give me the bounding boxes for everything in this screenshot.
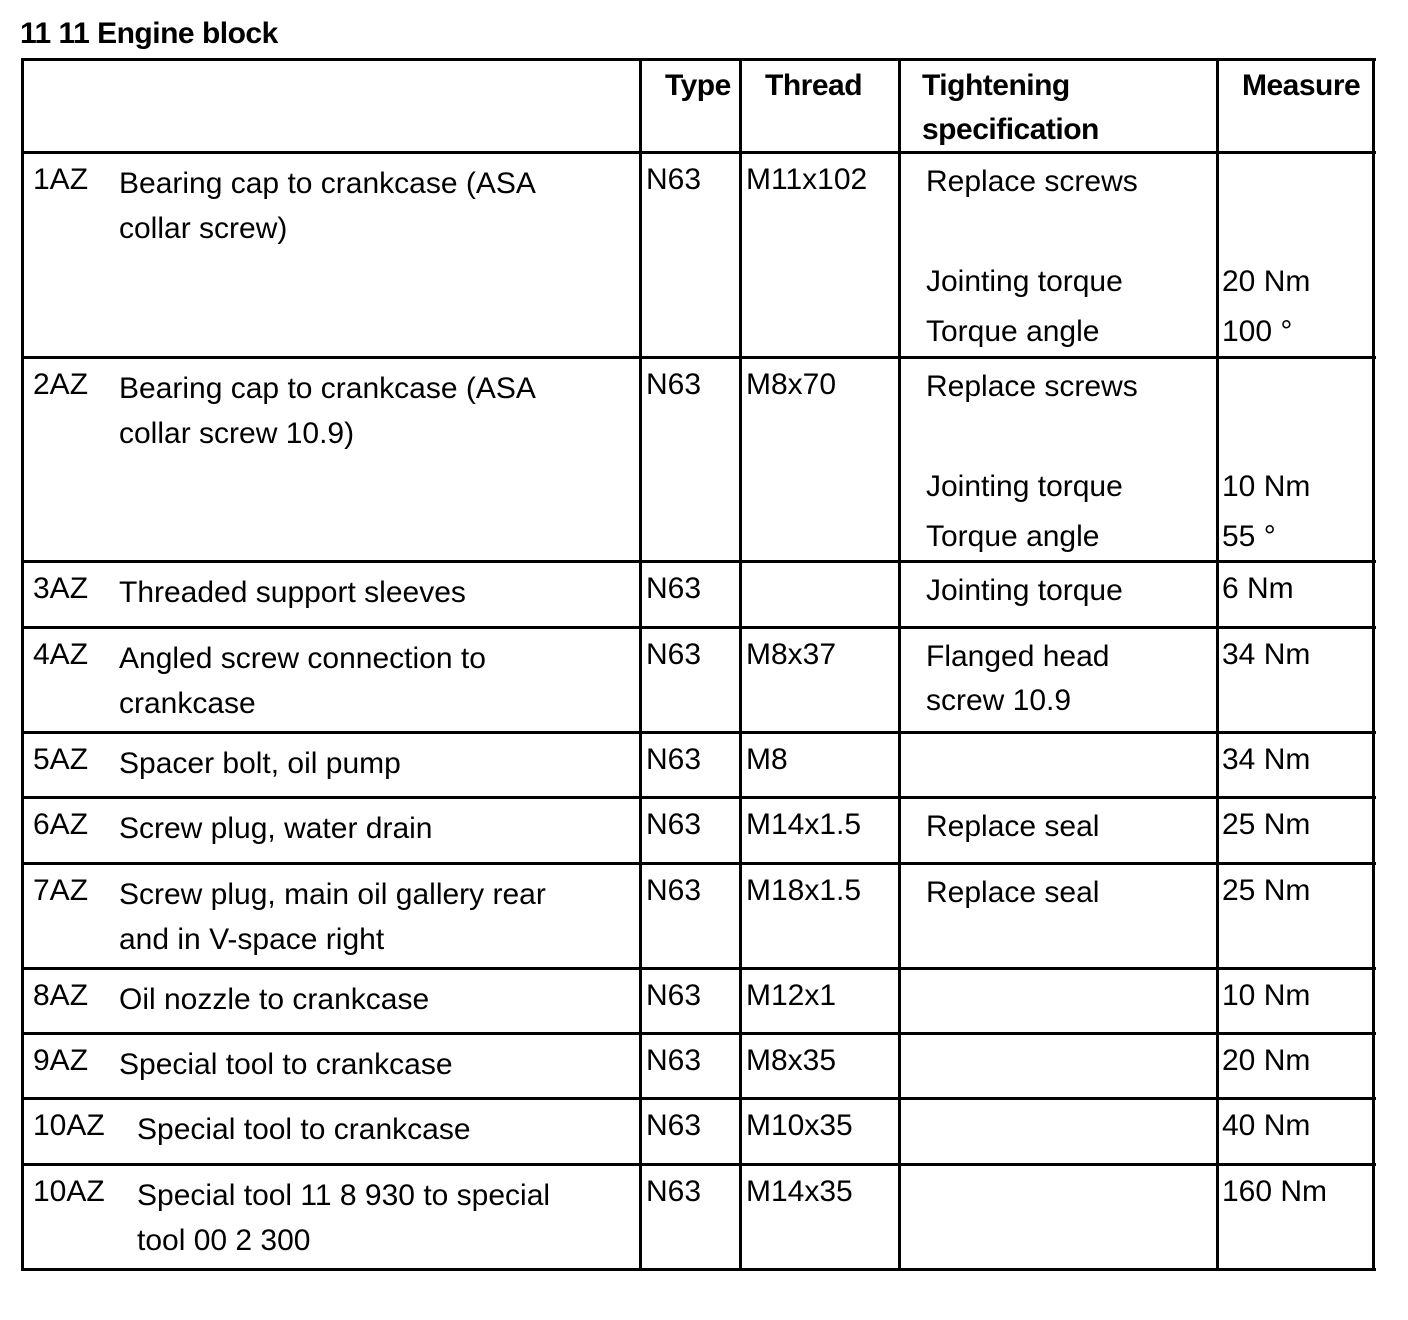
row-tightening-spec: Jointing torque	[926, 470, 1123, 503]
row-id: 10AZ	[33, 1175, 105, 1208]
row-description: Screw plug, water drain	[119, 812, 433, 845]
row-measure: 34 Nm	[1222, 638, 1311, 671]
row-id: 2AZ	[33, 368, 89, 401]
row-description: Oil nozzle to crankcase	[119, 983, 430, 1016]
row-description: Bearing cap to crankcase (ASA	[119, 167, 536, 200]
row-type: N63	[646, 874, 702, 907]
row-measure: 20 Nm	[1222, 265, 1311, 298]
row-type: N63	[646, 638, 702, 671]
row-measure: 10 Nm	[1222, 979, 1311, 1012]
row-id: 9AZ	[33, 1044, 89, 1077]
header-spec-line2: specification	[922, 113, 1099, 146]
header-type: Type	[665, 69, 731, 102]
page-title: 11 11 Engine block	[20, 17, 278, 50]
row-id: 1AZ	[33, 163, 89, 196]
row-measure: 6 Nm	[1222, 572, 1294, 605]
row-divider	[21, 151, 1376, 154]
row-thread: M8x70	[746, 368, 837, 401]
row-description: and in V-space right	[119, 923, 385, 956]
row-measure: 20 Nm	[1222, 1044, 1311, 1077]
row-measure: 10 Nm	[1222, 470, 1311, 503]
row-description: Special tool to crankcase	[119, 1048, 453, 1081]
row-thread: M8x35	[746, 1044, 837, 1077]
row-measure: 160 Nm	[1222, 1175, 1328, 1208]
row-description: Screw plug, main oil gallery rear	[119, 878, 546, 911]
row-description: collar screw 10.9)	[119, 417, 355, 450]
row-measure: 25 Nm	[1222, 808, 1311, 841]
row-divider	[21, 1268, 1376, 1271]
row-thread: M18x1.5	[746, 874, 862, 907]
row-thread: M8x37	[746, 638, 837, 671]
row-divider	[21, 356, 1376, 359]
row-thread: M10x35	[746, 1109, 853, 1142]
row-tightening-spec: screw 10.9	[926, 684, 1072, 717]
row-id: 6AZ	[33, 808, 89, 841]
row-divider	[21, 1163, 1376, 1166]
row-divider	[21, 1032, 1376, 1035]
row-measure: 34 Nm	[1222, 743, 1311, 776]
column-divider	[639, 58, 642, 1271]
row-description: Threaded support sleeves	[119, 576, 466, 609]
row-id: 4AZ	[33, 638, 89, 671]
row-type: N63	[646, 572, 702, 605]
row-divider	[21, 862, 1376, 865]
row-measure: 100 °	[1222, 315, 1293, 348]
row-divider	[21, 58, 1376, 61]
row-divider	[21, 1097, 1376, 1100]
column-divider	[1216, 58, 1219, 1271]
row-tightening-spec: Jointing torque	[926, 265, 1123, 298]
row-measure: 25 Nm	[1222, 874, 1311, 907]
column-divider	[1372, 58, 1375, 1271]
row-type: N63	[646, 1109, 702, 1142]
row-divider	[21, 731, 1376, 734]
header-thread: Thread	[765, 69, 863, 102]
row-tightening-spec: Replace seal	[926, 810, 1100, 843]
row-type: N63	[646, 743, 702, 776]
row-description: Special tool 11 8 930 to special	[137, 1179, 551, 1212]
row-type: N63	[646, 1175, 702, 1208]
row-thread: M14x1.5	[746, 808, 862, 841]
row-divider	[21, 796, 1376, 799]
column-divider	[898, 58, 901, 1271]
row-id: 5AZ	[33, 743, 89, 776]
row-id: 3AZ	[33, 572, 89, 605]
column-divider	[21, 58, 24, 1271]
row-type: N63	[646, 163, 702, 196]
row-description: Spacer bolt, oil pump	[119, 747, 401, 780]
row-tightening-spec: Replace seal	[926, 876, 1100, 909]
row-divider	[21, 560, 1376, 563]
row-tightening-spec: Replace screws	[926, 165, 1138, 198]
row-tightening-spec: Torque angle	[926, 520, 1100, 553]
row-thread: M12x1	[746, 979, 837, 1012]
row-tightening-spec: Torque angle	[926, 315, 1100, 348]
row-type: N63	[646, 368, 702, 401]
row-divider	[21, 967, 1376, 970]
column-divider	[739, 58, 742, 1271]
row-thread: M14x35	[746, 1175, 853, 1208]
row-measure: 40 Nm	[1222, 1109, 1311, 1142]
row-type: N63	[646, 808, 702, 841]
header-spec-line1: Tightening	[922, 69, 1070, 102]
row-id: 10AZ	[33, 1109, 105, 1142]
row-id: 8AZ	[33, 979, 89, 1012]
row-description: Bearing cap to crankcase (ASA	[119, 372, 536, 405]
header-measure-cell: Measure	[1220, 63, 1372, 113]
row-tightening-spec: Jointing torque	[926, 574, 1123, 607]
header-measure: Measure	[1242, 69, 1361, 102]
row-type: N63	[646, 979, 702, 1012]
row-description: tool 00 2 300	[137, 1224, 311, 1257]
row-divider	[21, 626, 1376, 629]
row-tightening-spec: Replace screws	[926, 370, 1138, 403]
row-type: N63	[646, 1044, 702, 1077]
row-id: 7AZ	[33, 874, 89, 907]
row-description: crankcase	[119, 687, 256, 720]
row-description: collar screw)	[119, 212, 288, 245]
row-tightening-spec: Flanged head	[926, 640, 1110, 673]
row-description: Angled screw connection to	[119, 642, 486, 675]
row-description: Special tool to crankcase	[137, 1113, 471, 1146]
row-measure: 55 °	[1222, 520, 1276, 553]
row-thread: M11x102	[746, 163, 868, 196]
row-thread: M8	[746, 743, 788, 776]
